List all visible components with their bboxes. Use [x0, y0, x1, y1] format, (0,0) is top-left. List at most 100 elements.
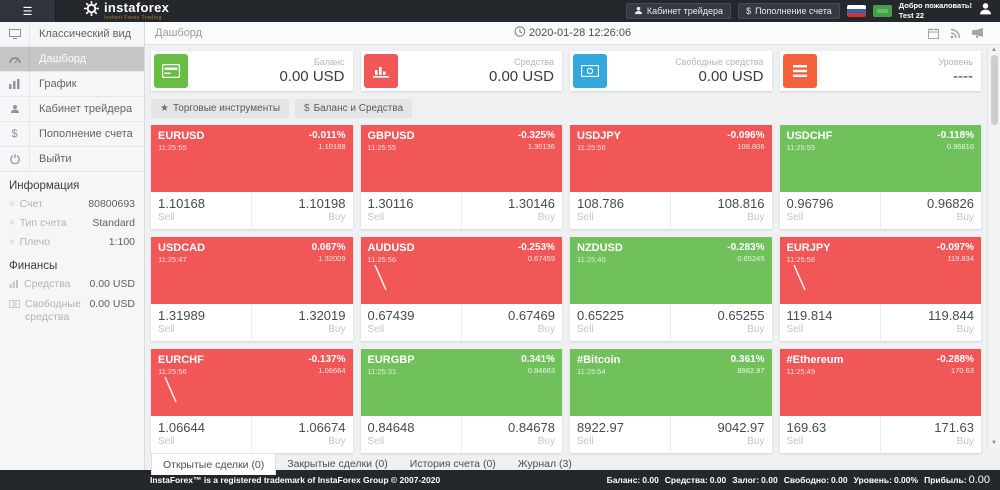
tile-usdjpy[interactable]: USDJPY 11:25:56 -0.096% 108.806 108.786 Sell 1…	[570, 125, 772, 229]
calendar-icon[interactable]	[928, 27, 939, 39]
sell-quote[interactable]: 1.31989 Sell	[151, 304, 253, 341]
buy-quote[interactable]: 1.06674 Buy	[298, 420, 346, 448]
buy-quote[interactable]: 0.67469 Buy	[508, 308, 555, 336]
tile-symbol: #Ethereum	[786, 354, 844, 366]
sidebar-item-dashboard[interactable]: Дашборд	[0, 47, 144, 72]
tile-bitcoin[interactable]: #Bitcoin 11:25:54 0.361% 8982.97 8922.97 Sell…	[570, 349, 772, 453]
tile-price: 119.834	[947, 254, 974, 263]
sell-quote[interactable]: 108.786 Sell	[570, 192, 672, 229]
tile-time: 11:25:56	[786, 255, 816, 264]
tile-nzdusd[interactable]: NZDUSD 11:25:40 -0.283% 0.65245 0.65225 Sell 0…	[570, 237, 772, 341]
tab-closed-trades[interactable]: Закрытые сделки (0)	[287, 458, 388, 470]
banknote-icon	[573, 54, 607, 88]
breadcrumb: Дашборд	[155, 27, 203, 39]
chevron-icon: »	[9, 236, 15, 248]
tile-time: 11:25:54	[577, 367, 606, 376]
sidebar-item-chart[interactable]: График	[0, 72, 144, 97]
star-icon: ★	[160, 103, 169, 114]
sidebar-item-logout[interactable]: Выйти	[0, 147, 144, 172]
sell-quote[interactable]: 0.65225 Sell	[570, 304, 672, 341]
trader-cabinet-button[interactable]: Кабинет трейдера	[625, 3, 732, 19]
scroll-down-icon[interactable]: ▼	[991, 440, 997, 446]
tile-time: 11:25:56	[367, 255, 397, 264]
buy-quote[interactable]: 9042.97 Buy	[717, 420, 765, 448]
footer-profit: 0.00	[968, 474, 990, 486]
tile-change: -0.288%	[936, 354, 974, 365]
bar-chart-icon	[0, 72, 30, 96]
tile-eurusd[interactable]: EURUSD 11:25:55 -0.011% 1.10188 1.10168 Sell 1…	[151, 125, 353, 229]
sell-quote[interactable]: 1.30116 Sell	[361, 192, 462, 229]
tile-price: 170.63	[951, 366, 974, 375]
buy-quote[interactable]: 108.816 Buy	[717, 196, 765, 224]
equity-card: Средства 0.00 USD	[360, 51, 562, 91]
tile-change: 0.341%	[521, 354, 555, 365]
sell-quote[interactable]: 0.96796 Sell	[780, 192, 881, 229]
tile-usdchf[interactable]: USDCHF 11:25:55 -0.118% 0.96816 0.96796 Sell 0…	[779, 125, 981, 229]
avatar[interactable]	[979, 2, 992, 20]
deposit-button[interactable]: $ Пополнение счета	[738, 3, 840, 19]
chevron-icon: »	[9, 217, 15, 229]
tile-ethereum[interactable]: #Ethereum 11:25:49 -0.288% 170.63 169.63 Sell…	[779, 349, 981, 453]
buy-quote[interactable]: 1.10198 Buy	[298, 196, 346, 224]
tab-open-trades[interactable]: Открытые сделки (0)	[151, 453, 277, 475]
megaphone-icon[interactable]	[972, 27, 984, 39]
green-flag-icon[interactable]	[872, 5, 892, 17]
sell-quote[interactable]: 0.67439 Sell	[361, 304, 462, 341]
tile-audusd[interactable]: AUDUSD 11:25:56 -0.253% 0.67459 0.67439 Sell 0…	[360, 237, 562, 341]
rss-icon[interactable]	[950, 28, 961, 39]
buy-quote[interactable]: 1.30146 Buy	[508, 196, 555, 224]
dollar-icon: $	[304, 103, 310, 114]
balance-card: Баланс 0.00 USD	[151, 51, 353, 91]
buy-quote[interactable]: 1.32019 Buy	[298, 308, 346, 336]
equity-value: 0.00 USD	[488, 67, 554, 85]
sell-quote[interactable]: 8922.97 Sell	[570, 416, 672, 453]
russian-flag-icon[interactable]	[846, 5, 866, 17]
tile-eurgbp[interactable]: EURGBP 11:25:31 0.341% 0.84663 0.84648 Sell 0.…	[360, 349, 562, 453]
logo-subtitle: Instant Forex Trading	[104, 15, 162, 21]
free-margin-value: 0.00 USD	[89, 297, 135, 310]
welcome-text: Добро пожаловать! Test 22	[898, 1, 972, 20]
tile-usdcad[interactable]: USDCAD 11:25:47 0.067% 1.32009 1.31989 Sell 1.…	[151, 237, 353, 341]
balance-and-funds-button[interactable]: $ Баланс и Средства	[295, 99, 413, 118]
buy-quote[interactable]: 0.84678 Buy	[508, 420, 555, 448]
sidebar-item-trader-cabinet[interactable]: Кабинет трейдера	[0, 97, 144, 122]
tile-change: -0.253%	[517, 242, 555, 253]
vertical-scrollbar[interactable]: ▲ ▼	[987, 45, 1000, 448]
sidebar-item-classic-view[interactable]: Классический вид	[0, 22, 144, 47]
account-type: Standard	[92, 217, 135, 230]
sell-quote[interactable]: 119.814 Sell	[780, 304, 881, 341]
finance-row-equity: Средства 0.00 USD	[0, 275, 144, 294]
leverage-value: 1:100	[108, 236, 135, 249]
buy-quote[interactable]: 119.844 Buy	[927, 308, 974, 336]
tile-eurchf[interactable]: EURCHF 11:25:56 -0.137% 1.06664 1.06644 Sell 1…	[151, 349, 353, 453]
tab-account-history[interactable]: История счета (0)	[409, 458, 496, 470]
tile-symbol: EURUSD	[158, 130, 205, 142]
buy-quote[interactable]: 0.65255 Buy	[717, 308, 765, 336]
sidebar-item-deposit[interactable]: $ Пополнение счета	[0, 122, 144, 147]
sell-quote[interactable]: 1.10168 Sell	[151, 192, 253, 229]
tab-journal[interactable]: Журнал (3)	[517, 458, 572, 470]
buy-quote[interactable]: 171.63 Buy	[934, 420, 974, 448]
footer-equity: 0.00	[709, 475, 727, 485]
info-row-account-type: » Тип счета Standard	[9, 217, 135, 230]
sparkline-icon	[373, 264, 387, 291]
hamburger-menu-button[interactable]: ☰	[0, 0, 56, 22]
sell-quote[interactable]: 0.84648 Sell	[361, 416, 462, 453]
scroll-up-icon[interactable]: ▲	[991, 47, 997, 53]
sell-quote[interactable]: 1.06644 Sell	[151, 416, 253, 453]
buy-quote[interactable]: 0.96826 Buy	[927, 196, 974, 224]
toolbar: Дашборд 2020-01-28 12:26:06	[145, 22, 1000, 45]
sell-quote[interactable]: 169.63 Sell	[780, 416, 881, 453]
tile-gbpusd[interactable]: GBPUSD 11:25:55 -0.325% 1.30136 1.30116 Sell 1…	[360, 125, 562, 229]
scrollbar-thumb[interactable]	[990, 55, 998, 125]
sparkline-icon	[164, 376, 177, 403]
finance-section-title: Финансы	[9, 260, 58, 273]
bottom-tabs: Открытые сделки (0) Закрытые сделки (0) …	[145, 453, 1000, 475]
trading-instruments-button[interactable]: ★ Торговые инструменты	[151, 99, 289, 118]
footer-margin: 0.00	[761, 475, 778, 485]
tile-eurjpy[interactable]: EURJPY 11:25:56 -0.097% 119.834 119.814 Sell 1…	[779, 237, 981, 341]
tile-time: 11:25:31	[367, 367, 397, 376]
sidebar: Классический вид Дашборд График Кабинет …	[0, 22, 145, 470]
equity-value: 0.00 USD	[89, 278, 135, 291]
brand-logo[interactable]: instaforex Instant Forex Trading	[84, 1, 169, 21]
